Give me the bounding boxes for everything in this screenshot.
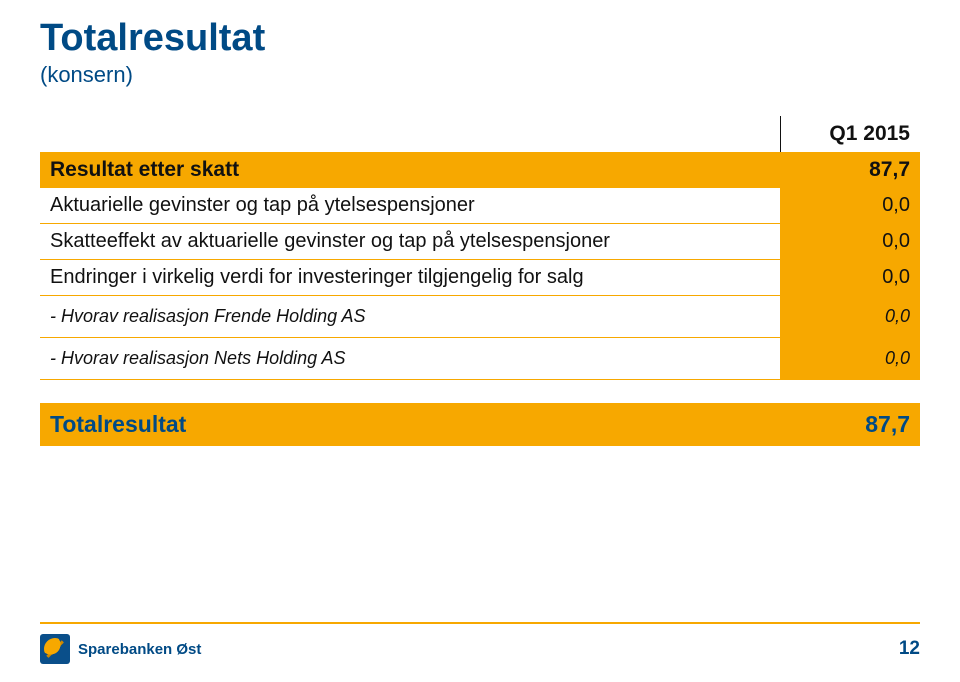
table-header-row: Q1 2015 (40, 116, 920, 152)
cell-value: 0,0 (780, 295, 920, 337)
row-result-after-tax: Resultat etter skatt 87,7 (40, 152, 920, 188)
brand-logo-icon (40, 634, 70, 664)
page-number: 12 (899, 638, 920, 660)
page-subtitle: (konsern) (40, 62, 920, 88)
cell-value: 0,0 (780, 259, 920, 295)
cell-label: - Hvorav realisasjon Nets Holding AS (40, 337, 780, 379)
cell-label: Resultat etter skatt (40, 152, 780, 188)
row-tax-effect: Skatteeffekt av aktuarielle gevinster og… (40, 223, 920, 259)
cell-label: Aktuarielle gevinster og tap på ytelsesp… (40, 188, 780, 224)
row-actuarial-gains: Aktuarielle gevinster og tap på ytelsesp… (40, 188, 920, 224)
row-nets: - Hvorav realisasjon Nets Holding AS 0,0 (40, 337, 920, 379)
footer: Sparebanken Øst 12 (40, 622, 920, 664)
cell-value: 0,0 (780, 337, 920, 379)
header-blank (40, 116, 780, 152)
brand-name: Sparebanken Øst (78, 641, 201, 658)
row-total: Totalresultat 87,7 (40, 403, 920, 446)
totalresultat-table: Q1 2015 Resultat etter skatt 87,7 Aktuar… (40, 116, 920, 447)
row-fair-value-changes: Endringer i virkelig verdi for investeri… (40, 259, 920, 295)
slide: Totalresultat (konsern) Q1 2015 Resultat… (0, 0, 960, 682)
row-frende: - Hvorav realisasjon Frende Holding AS 0… (40, 295, 920, 337)
total-label: Totalresultat (40, 403, 780, 446)
page-title: Totalresultat (40, 18, 920, 60)
cell-label: Skatteeffekt av aktuarielle gevinster og… (40, 223, 780, 259)
cell-value: 0,0 (780, 223, 920, 259)
cell-label: - Hvorav realisasjon Frende Holding AS (40, 295, 780, 337)
spacer-row (40, 379, 920, 403)
cell-value: 0,0 (780, 188, 920, 224)
brand-logo: Sparebanken Øst (40, 634, 201, 664)
period-header: Q1 2015 (780, 116, 920, 152)
cell-label: Endringer i virkelig verdi for investeri… (40, 259, 780, 295)
total-value: 87,7 (780, 403, 920, 446)
cell-value: 87,7 (780, 152, 920, 188)
